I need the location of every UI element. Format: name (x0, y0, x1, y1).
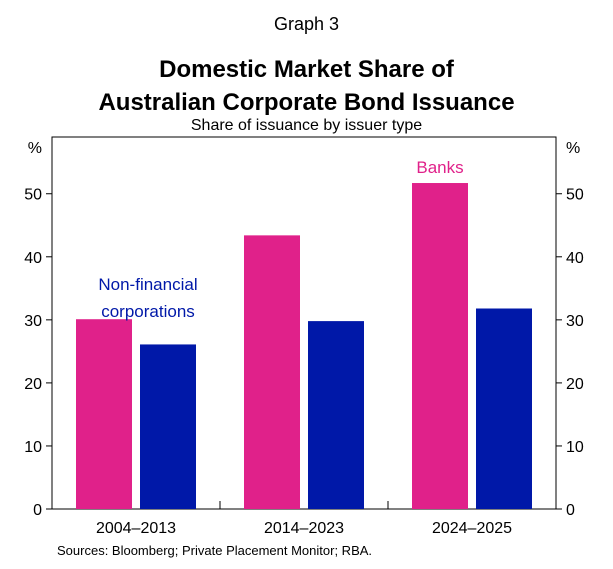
series-label-non-financial-line2: corporations (101, 302, 195, 321)
bar-banks-2 (244, 235, 300, 510)
bar-non-financial-3 (476, 308, 532, 509)
y-tick-label-left: 40 (24, 250, 42, 267)
y-axis-unit-left: % (28, 140, 42, 157)
bar-non-financial-1 (140, 344, 196, 509)
y-tick-label-right: 0 (566, 502, 575, 519)
bar-banks-3 (412, 183, 468, 510)
bar-non-financial-2 (308, 321, 364, 509)
plot-frame (51, 136, 557, 510)
y-tick-label-right: 40 (566, 250, 584, 267)
y-axis-unit-right: % (566, 140, 580, 157)
y-tick-label-left: 10 (24, 439, 42, 456)
bars (76, 183, 532, 510)
chart-labels: 2004–2013 2014–2023 2024–2025 Banks Non-fina… (96, 158, 512, 537)
y-tick-label-right: 50 (566, 187, 584, 204)
x-tick-label: 2024–2025 (432, 520, 512, 537)
x-tick-label: 2004–2013 (96, 520, 176, 537)
series-label-banks: Banks (416, 158, 463, 177)
y-tick-label-left: 20 (24, 376, 42, 393)
y-tick-label-right: 10 (566, 439, 584, 456)
bar-banks-1 (76, 319, 132, 509)
chart-title-line-1: Domestic Market Share of (159, 56, 454, 83)
x-tick-label: 2014–2023 (264, 520, 344, 537)
y-tick-label-left: 30 (24, 313, 42, 330)
series-label-non-financial-line1: Non-financial (98, 275, 197, 294)
y-tick-label-right: 20 (566, 376, 584, 393)
y-tick-label-left: 50 (24, 187, 42, 204)
graph-label: Graph 3 (273, 14, 340, 34)
sources-note: Sources: Bloomberg; Private Placement Mo… (57, 543, 373, 558)
chart-title: Domestic Market Share of Australian Corp… (0, 53, 613, 119)
chart-title-line-2: Australian Corporate Bond Issuance (98, 89, 515, 116)
y-tick-label-left: 0 (33, 502, 42, 519)
chart-subtitle: Share of issuance by issuer type (190, 117, 423, 134)
y-tick-label-right: 30 (566, 313, 584, 330)
axis-ticks: 0 0 10 10 20 20 30 30 40 40 50 50%% (24, 140, 584, 519)
